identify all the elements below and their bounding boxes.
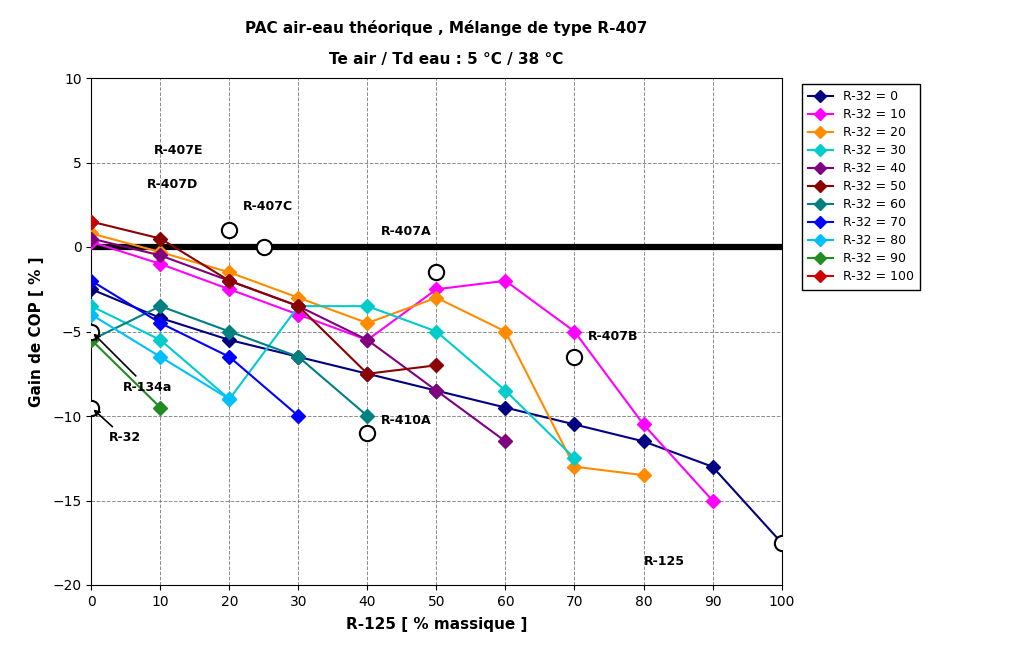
Text: R-410A: R-410A [382,415,431,428]
Text: R-407A: R-407A [382,225,431,238]
Text: R-407B: R-407B [589,330,638,343]
Text: R-407E: R-407E [153,144,203,157]
Text: PAC air-eau théorique , Mélange de type R-407: PAC air-eau théorique , Mélange de type … [246,20,648,36]
Text: Te air / Td eau : 5 °C / 38 °C: Te air / Td eau : 5 °C / 38 °C [330,52,563,67]
Text: R-32: R-32 [94,411,141,445]
X-axis label: R-125 [ % massique ]: R-125 [ % massique ] [346,617,527,632]
Text: R-407D: R-407D [146,178,198,191]
Text: R-125: R-125 [644,554,684,567]
Text: R-407C: R-407C [244,200,293,213]
Y-axis label: Gain de COP [ % ]: Gain de COP [ % ] [29,256,44,407]
Text: R-134a: R-134a [94,335,172,394]
Legend: R-32 = 0, R-32 = 10, R-32 = 20, R-32 = 30, R-32 = 40, R-32 = 50, R-32 = 60, R-32: R-32 = 0, R-32 = 10, R-32 = 20, R-32 = 3… [802,84,921,290]
